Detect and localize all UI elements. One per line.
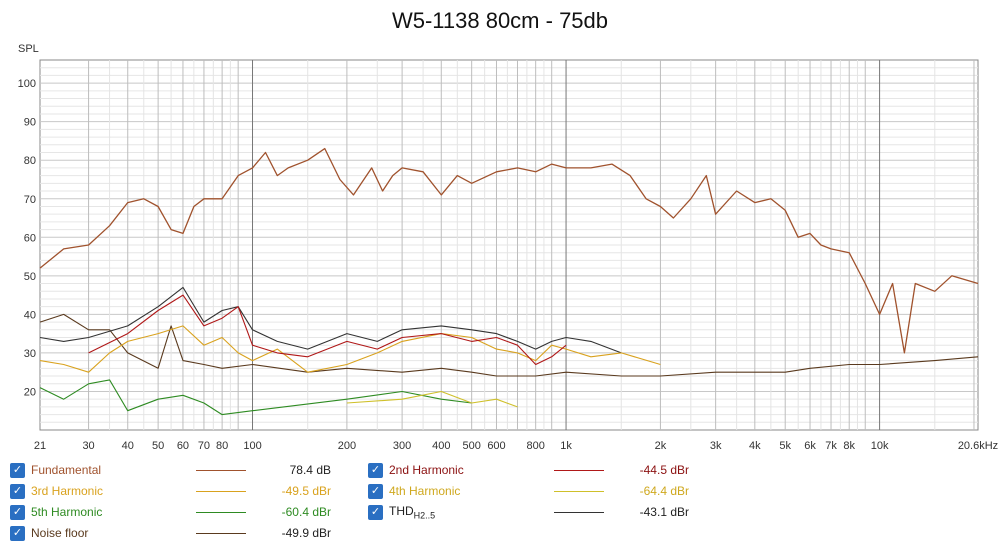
legend-value: -44.5 dBr: [639, 463, 689, 477]
legend-swatch: [554, 490, 604, 492]
y-tick-label: 80: [24, 155, 36, 167]
x-tick-label: 60: [177, 440, 189, 452]
checkbox-icon[interactable]: ✓: [10, 483, 25, 499]
legend-item-fundamental[interactable]: ✓ Fundamental 78.4 dB: [10, 460, 331, 480]
y-tick-label: 40: [24, 309, 36, 321]
y-tick-label: 50: [24, 271, 36, 283]
legend-label: 2nd Harmonic: [389, 463, 464, 477]
legend-item-2nd-harmonic[interactable]: ✓ 2nd Harmonic -44.5 dBr: [368, 460, 689, 480]
x-tick-label: 4k: [749, 440, 761, 452]
checkbox-icon[interactable]: ✓: [10, 462, 25, 478]
y-tick-label: 20: [24, 386, 36, 398]
x-tick-label: 7k: [825, 440, 837, 452]
legend: ✓ Fundamental 78.4 dB ✓ 3rd Harmonic -49…: [10, 460, 730, 546]
legend-swatch: [196, 469, 246, 471]
checkbox-icon[interactable]: ✓: [10, 504, 25, 520]
y-tick-label: 60: [24, 232, 36, 244]
legend-swatch: [196, 490, 246, 492]
legend-value: -43.1 dBr: [639, 505, 689, 519]
x-tick-label: 300: [393, 440, 411, 452]
series-line-4th-harmonic: [346, 390, 518, 408]
x-tick-label: 21: [34, 440, 46, 452]
x-tick-label: 3k: [710, 440, 722, 452]
axis-layer: 20 30 40 50 60 70 80 90 100 SPL 21 30 40 50 60 70 80 100 2…: [18, 43, 999, 452]
x-tick-label: 600: [487, 440, 505, 452]
x-tick-label: 800: [526, 440, 544, 452]
legend-value: -64.4 dBr: [639, 484, 689, 498]
legend-value: -49.5 dBr: [281, 484, 331, 498]
legend-label: THDH2..5: [389, 504, 554, 520]
x-tick-label: 100: [243, 440, 261, 452]
legend-item-5th-harmonic[interactable]: ✓ 5th Harmonic -60.4 dBr: [10, 502, 331, 522]
legend-value: 78.4 dB: [289, 463, 331, 477]
y-tick-label: 30: [24, 348, 36, 360]
x-tick-label: 200: [338, 440, 356, 452]
x-tick-label: 30: [82, 440, 94, 452]
series-line-noise-floor: [39, 313, 979, 377]
legend-label: 5th Harmonic: [31, 505, 103, 519]
series-line-thd-h2-5: [39, 286, 622, 354]
legend-item-3rd-harmonic[interactable]: ✓ 3rd Harmonic -49.5 dBr: [10, 481, 331, 501]
legend-label: 4th Harmonic: [389, 484, 461, 498]
y-axis-label: SPL: [18, 43, 39, 55]
x-tick-label: 6k: [804, 440, 816, 452]
x-tick-label: 5k: [779, 440, 791, 452]
legend-value: -60.4 dBr: [281, 505, 331, 519]
series-line-fundamental: [39, 147, 979, 354]
legend-swatch: [554, 469, 604, 471]
legend-item-4th-harmonic[interactable]: ✓ 4th Harmonic -64.4 dBr: [368, 481, 689, 501]
thd-subscript: H2..5: [413, 510, 436, 521]
series-layer: [39, 147, 979, 416]
checkbox-icon[interactable]: ✓: [368, 483, 383, 499]
legend-label: 3rd Harmonic: [31, 484, 104, 498]
x-tick-label: 20.6kHz: [958, 440, 998, 452]
series-line-2nd-harmonic: [88, 294, 567, 366]
x-tick-label: 80: [216, 440, 228, 452]
legend-swatch: [554, 511, 604, 513]
x-tick-label: 400: [432, 440, 450, 452]
series-line-5th-harmonic: [39, 379, 472, 416]
legend-label: Noise floor: [31, 526, 89, 540]
legend-swatch: [196, 532, 246, 534]
series-line-3rd-harmonic: [39, 325, 661, 373]
x-tick-label: 50: [152, 440, 164, 452]
legend-item-thd[interactable]: ✓ THDH2..5 -43.1 dBr: [368, 502, 689, 522]
y-tick-label: 90: [24, 117, 36, 129]
x-tick-label: 1k: [560, 440, 572, 452]
legend-item-noise-floor[interactable]: ✓ Noise floor -49.9 dBr: [10, 523, 331, 543]
x-tick-label: 500: [462, 440, 480, 452]
y-tick-label: 100: [18, 78, 36, 90]
legend-value: -49.9 dBr: [281, 526, 331, 540]
thd-label: THD: [389, 503, 414, 518]
legend-label: Fundamental: [31, 463, 102, 477]
checkbox-icon[interactable]: ✓: [368, 462, 383, 478]
y-tick-label: 70: [24, 194, 36, 206]
checkbox-icon[interactable]: ✓: [10, 525, 25, 541]
chart-title: W5-1138 80cm - 75db: [391, 8, 609, 33]
legend-swatch: [196, 511, 246, 513]
x-tick-label: 10k: [871, 440, 889, 452]
x-tick-label: 8k: [843, 440, 855, 452]
x-tick-label: 40: [122, 440, 134, 452]
x-tick-label: 2k: [655, 440, 667, 452]
x-tick-label: 70: [198, 440, 210, 452]
checkbox-icon[interactable]: ✓: [368, 504, 383, 520]
